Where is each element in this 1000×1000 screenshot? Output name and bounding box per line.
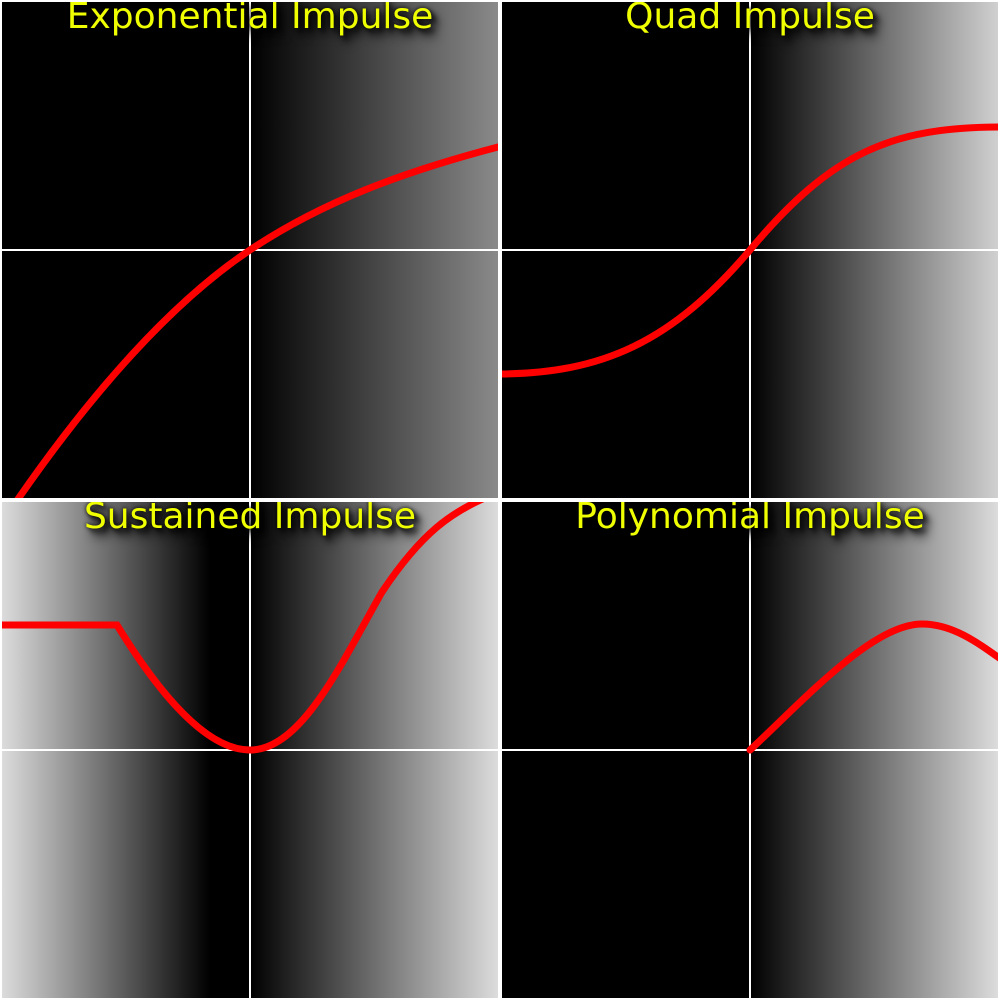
plot — [2, 2, 498, 498]
panel-title: Polynomial Impulse — [575, 502, 925, 537]
panel-title: Exponential Impulse — [66, 2, 434, 37]
panel: Exponential Impulse — [2, 2, 498, 498]
curve — [746, 620, 998, 754]
curve — [2, 502, 485, 754]
panel-title: Quad Impulse — [625, 2, 875, 37]
plot — [502, 502, 998, 998]
panel-title: Sustained Impulse — [83, 502, 417, 537]
plot — [502, 2, 998, 498]
curve — [502, 123, 998, 378]
plot — [2, 502, 498, 998]
panel: Polynomial Impulse — [502, 502, 998, 998]
panel: Quad Impulse — [502, 2, 998, 498]
curve — [14, 143, 498, 498]
panel: Sustained Impulse — [2, 502, 498, 998]
